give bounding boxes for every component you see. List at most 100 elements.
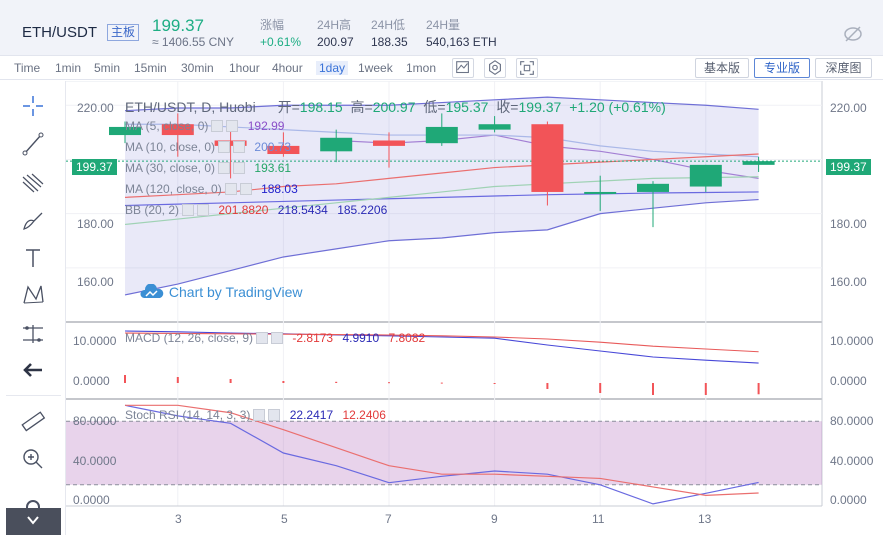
stat-low-value: 188.35: [371, 35, 408, 49]
indicator-ma10[interactable]: MA (10, close, 0) 200.73: [125, 140, 291, 154]
bb-label: BB (20, 2): [125, 203, 180, 217]
close-icon[interactable]: [233, 141, 246, 153]
timeframe-1mon[interactable]: 1mon: [406, 61, 437, 75]
chart-hide-icon[interactable]: [843, 24, 863, 44]
timeframe-1hour[interactable]: 1hour: [229, 61, 260, 75]
settings-icon[interactable]: [253, 409, 266, 421]
candle-body: [267, 145, 300, 155]
settings-icon[interactable]: [218, 141, 231, 153]
measure-tool[interactable]: [18, 320, 48, 348]
back-tool[interactable]: [18, 356, 48, 384]
view-basic-button[interactable]: 基本版: [695, 58, 749, 78]
collapse-toolbar-button[interactable]: [6, 508, 61, 535]
candle-body: [320, 137, 353, 152]
macd-histogram-bar: [124, 375, 126, 383]
bb-upper-value: 218.5434: [277, 203, 328, 217]
settings-icon[interactable]: [211, 120, 224, 132]
trend-line-tool[interactable]: [18, 130, 48, 158]
timeframe-time[interactable]: Time: [14, 61, 41, 75]
close-icon[interactable]: [239, 183, 252, 195]
x-tick: 9: [491, 512, 498, 526]
price-chart[interactable]: [66, 81, 883, 535]
stoch-line: [124, 404, 759, 505]
view-pro-button[interactable]: 专业版: [754, 58, 810, 78]
ma5-value: 192.99: [247, 119, 285, 133]
macd-histogram-bar: [546, 383, 549, 389]
magnet-tool[interactable]: [18, 495, 48, 523]
indicator-macd[interactable]: MACD (12, 26, close, 9) -2.8173 4.9910 7…: [125, 331, 425, 345]
ma120-value: 188.03: [261, 182, 298, 196]
ma5-label: MA (5, close, 0): [125, 119, 209, 133]
brush-tool[interactable]: [18, 207, 48, 235]
pattern-tool[interactable]: [18, 281, 48, 309]
ma10-label: MA (10, close, 0): [125, 140, 216, 154]
timeframe-4hour[interactable]: 4hour: [272, 61, 303, 75]
indicator-stoch[interactable]: Stoch RSI (14, 14, 3, 3) 22.2417 12.2406: [125, 408, 386, 422]
ma30-label: MA (30, close, 0): [125, 161, 216, 175]
left-price-tick: 220.00: [77, 101, 114, 115]
settings-icon[interactable]: [256, 332, 269, 344]
crosshair-tool[interactable]: [18, 92, 48, 120]
candle-body: [478, 124, 511, 130]
left-price-tick: 160.00: [77, 275, 114, 289]
timeframe-1week[interactable]: 1week: [358, 61, 393, 75]
legend-high: 200.97: [372, 99, 416, 115]
stat-change-label: 涨幅: [260, 18, 285, 32]
timeframe-1day[interactable]: 1day: [316, 61, 349, 75]
indicators-button[interactable]: [452, 58, 474, 78]
watermark-text: Chart by TradingView: [168, 284, 303, 300]
right-macd-tick: 10.0000: [830, 334, 874, 348]
legend-open-label: 开=: [277, 99, 300, 115]
indicator-ma30[interactable]: MA (30, close, 0) 193.61: [125, 161, 291, 175]
macd-line: [124, 332, 759, 353]
macd-line-value: 4.9910: [342, 331, 380, 345]
legend-title: ETH/USDT, D, Huobi: [125, 99, 256, 115]
ruler-tool[interactable]: [18, 407, 48, 435]
settings-button[interactable]: [484, 58, 506, 78]
zoom-tool[interactable]: [18, 445, 48, 473]
indicator-bb[interactable]: BB (20, 2) 201.8820 218.5434 185.2206: [125, 203, 387, 217]
settings-icon[interactable]: [224, 183, 237, 195]
macd-histogram-bar: [282, 381, 285, 383]
stat-volume-value: 540,163 ETH: [426, 35, 497, 49]
stat-low-label: 24H低: [371, 18, 406, 32]
close-icon[interactable]: [226, 120, 239, 132]
fullscreen-button[interactable]: [516, 58, 538, 78]
close-icon[interactable]: [268, 409, 281, 421]
pair-title[interactable]: ETH/USDT: [22, 24, 97, 41]
settings-icon[interactable]: [218, 162, 231, 174]
timeframe-5min[interactable]: 5min: [94, 61, 121, 75]
stat-high-value: 200.97: [317, 35, 354, 49]
ohlc-legend: ETH/USDT, D, Huobi 开=198.15 高=200.97 低=1…: [125, 97, 666, 117]
macd-signal-value: 7.8082: [388, 331, 426, 345]
close-icon[interactable]: [271, 332, 284, 344]
timeframe-1min[interactable]: 1min: [55, 61, 82, 75]
candle-body: [425, 126, 458, 144]
crosshair-icon: [23, 96, 43, 116]
text-tool[interactable]: [18, 244, 48, 272]
right-macd-tick: 0.0000: [830, 374, 867, 388]
close-icon[interactable]: [233, 162, 246, 174]
trend-line-icon: [22, 132, 44, 156]
view-depth-button[interactable]: 深度图: [815, 58, 872, 78]
candle-body: [637, 183, 669, 192]
close-icon[interactable]: [197, 204, 210, 216]
board-badge: 主板: [107, 24, 140, 41]
fib-tool[interactable]: [18, 169, 48, 197]
right-stoch-tick: 0.0000: [830, 493, 867, 507]
tradingview-watermark[interactable]: Chart by TradingView: [139, 283, 303, 300]
indicator-ma5[interactable]: MA (5, close, 0) 192.99: [125, 119, 284, 133]
macd-histogram-bar: [493, 383, 496, 384]
indicator-ma120[interactable]: MA (120, close, 0) 188.03: [125, 182, 298, 196]
settings-icon[interactable]: [182, 204, 195, 216]
stoch-d-value: 12.2406: [342, 408, 386, 422]
right-price-tick: 160.00: [830, 275, 867, 289]
legend-low-label: 低=: [423, 99, 446, 115]
macd-histogram-bar: [335, 381, 338, 383]
stoch-label: Stoch RSI (14, 14, 3, 3): [125, 408, 251, 422]
candle-body: [161, 124, 194, 136]
timeframe-15min[interactable]: 15min: [134, 61, 167, 75]
timeframe-30min[interactable]: 30min: [181, 61, 214, 75]
candle-body: [689, 164, 722, 187]
